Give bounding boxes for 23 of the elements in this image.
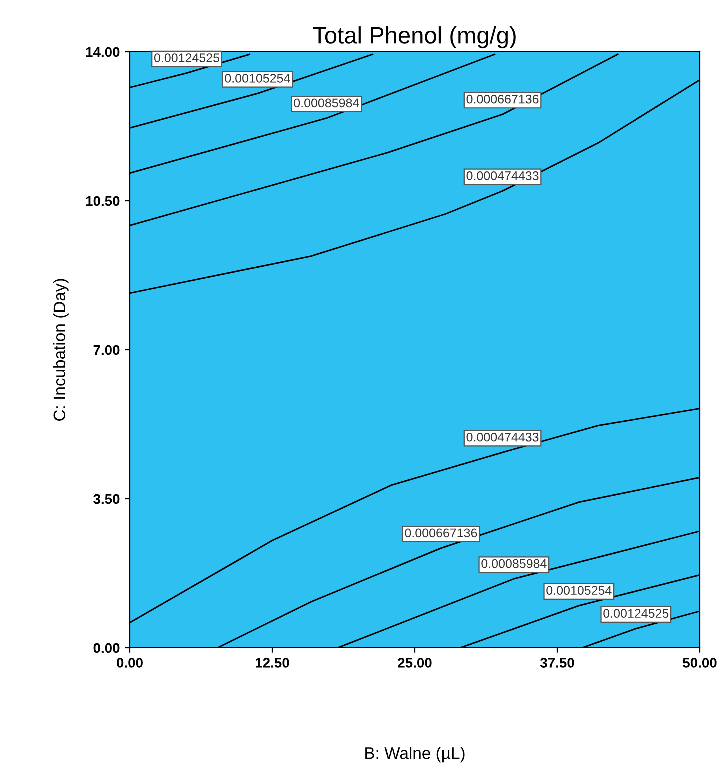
series-label: 0.00105254: [546, 586, 612, 596]
series-label: 0.00085984: [482, 559, 547, 568]
series-label: 0.000667136: [405, 528, 478, 538]
series-label: 0.000667136: [466, 94, 539, 104]
x-tick-label: 12.50: [256, 658, 290, 668]
x-tick-label: 50.00: [683, 658, 717, 668]
y-tick-label: 14.00: [86, 47, 120, 58]
y-tick-label: 10.50: [86, 196, 120, 206]
y-tick-label: 7.00: [94, 345, 120, 356]
chart-title: Total Phenol (mg/g): [313, 26, 516, 49]
series-label: 0.00085984: [294, 98, 360, 108]
series-label: 0.00124525: [604, 609, 669, 618]
x-tick-label: 37.50: [540, 658, 574, 668]
x-tick-label: 0.00: [117, 658, 143, 668]
series-label: 0.00124525: [154, 54, 220, 62]
series-label: 0.00105254: [225, 74, 290, 83]
x-tick-label: 25.00: [398, 658, 432, 668]
series-label: 0.000474433: [466, 172, 539, 180]
series-label: 0.000474433: [466, 432, 539, 442]
y-tick-label: 3.50: [94, 494, 120, 504]
y-tick-label: 0.00: [94, 643, 120, 654]
x-axis-title: B: Walne (µL): [366, 747, 465, 763]
y-axis-title: C: Incubation (Day): [53, 279, 69, 421]
